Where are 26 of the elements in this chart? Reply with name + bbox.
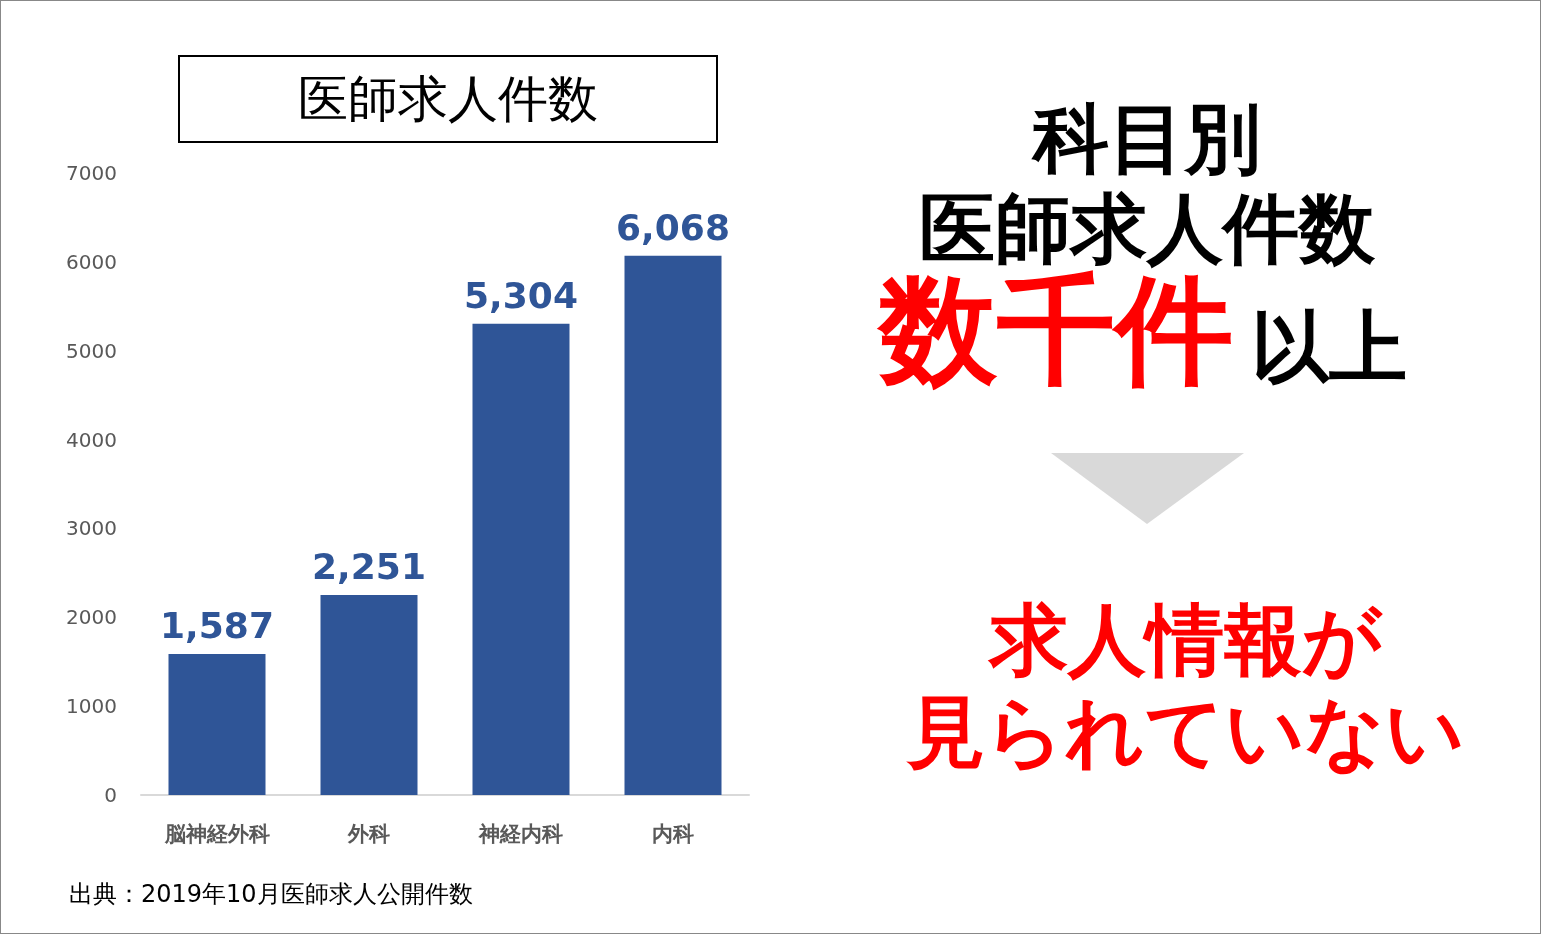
bar bbox=[472, 323, 570, 795]
data-label: 2,251 bbox=[312, 546, 426, 588]
y-tick-label: 5000 bbox=[66, 338, 117, 363]
x-tick-label: 外科 bbox=[347, 821, 390, 846]
bar bbox=[168, 653, 266, 795]
text: 求人情報が bbox=[987, 595, 1383, 685]
text: 科目別 bbox=[1031, 93, 1261, 183]
y-tick-label: 3000 bbox=[66, 516, 117, 541]
data-label: 1,587 bbox=[160, 605, 274, 647]
bar bbox=[320, 594, 418, 795]
y-tick-label: 1000 bbox=[66, 694, 117, 719]
y-tick-label: 0 bbox=[104, 783, 117, 807]
chart-title: 医師求人件数 bbox=[298, 70, 598, 128]
x-tick-label: 脳神経外科 bbox=[163, 821, 270, 846]
y-tick-label: 2000 bbox=[66, 605, 117, 630]
data-label: 6,068 bbox=[616, 207, 730, 249]
y-tick-label: 4000 bbox=[66, 427, 117, 452]
source-note: 出典：2019年10月医師求人公開件数 bbox=[69, 880, 473, 908]
x-tick-label: 神経内科 bbox=[478, 821, 563, 846]
y-tick-label: 6000 bbox=[66, 249, 117, 274]
x-tick-label: 内科 bbox=[652, 821, 694, 846]
data-label: 5,304 bbox=[464, 275, 578, 317]
text: 以上 bbox=[1251, 302, 1407, 392]
y-tick-label: 7000 bbox=[66, 161, 117, 185]
text: 見られていない bbox=[906, 687, 1465, 777]
bar bbox=[624, 255, 722, 795]
